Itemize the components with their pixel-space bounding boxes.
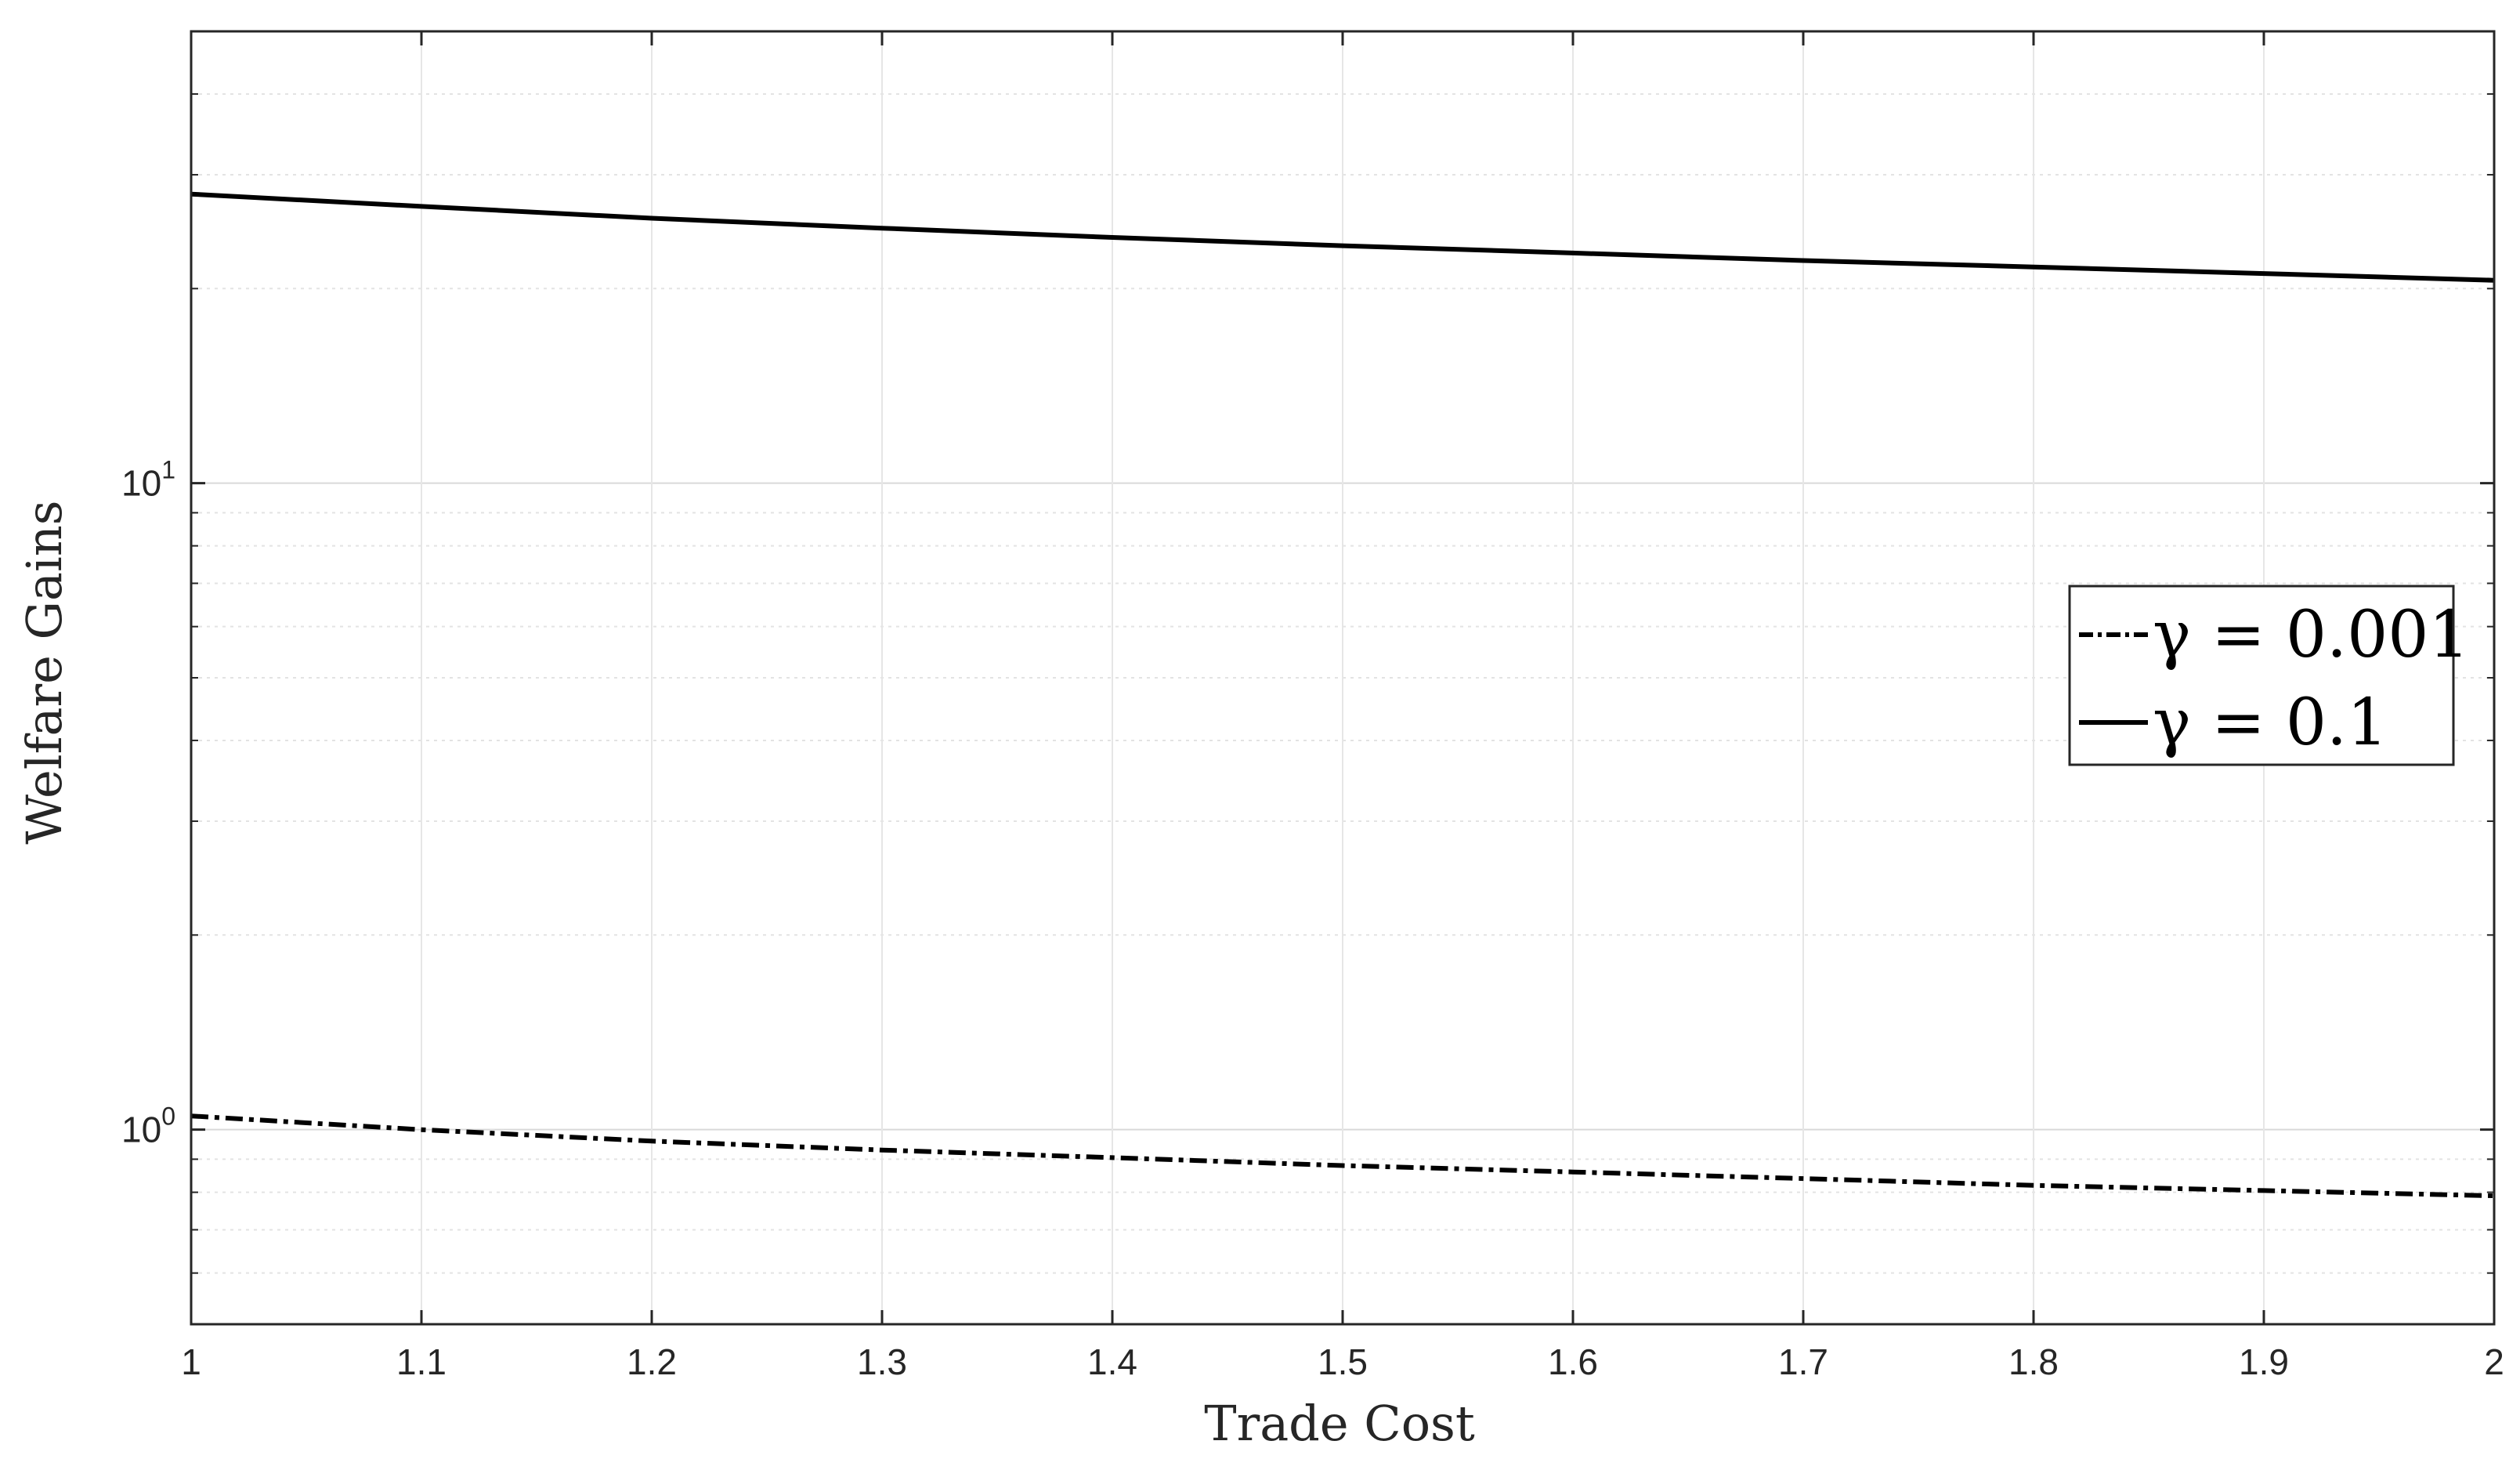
y-tick-label: 101: [121, 456, 175, 504]
x-axis-title: Trade Cost: [1204, 1395, 1475, 1452]
x-tick-label: 1.4: [1087, 1341, 1137, 1382]
x-tick-label: 1.6: [1548, 1341, 1598, 1382]
y-tick-label: 100: [121, 1102, 175, 1150]
y-axis-title: Welfare Gains: [16, 500, 73, 844]
series-line-2: [190, 191, 2495, 283]
x-tick-label: 1.3: [857, 1341, 907, 1382]
ticks-layer: 1 1.1 1.2 1.3 1.4 1.5 1.6 1.7 1.8 1.9 2 100 101: [121, 31, 2504, 1382]
x-tick-label: 1.8: [2008, 1341, 2059, 1382]
x-tick-label: 1.5: [1318, 1341, 1368, 1382]
series-line-1: [190, 1113, 2495, 1199]
legend-box: [2068, 585, 2455, 766]
legend-label-2: γ = 0.1: [2153, 686, 2388, 760]
series-layer: [190, 191, 2495, 1199]
x-tick-label: 2: [2484, 1341, 2504, 1382]
x-tick-label: 1: [181, 1341, 201, 1382]
x-tick-label: 1.1: [396, 1341, 447, 1382]
x-tick-label: 1.9: [2239, 1341, 2289, 1382]
x-tick-label: 1.7: [1778, 1341, 1828, 1382]
legend: γ = 0.001 γ = 0.1: [2068, 585, 2470, 766]
legend-label-1: γ = 0.001: [2153, 598, 2470, 672]
x-tick-label: 1.2: [627, 1341, 677, 1382]
